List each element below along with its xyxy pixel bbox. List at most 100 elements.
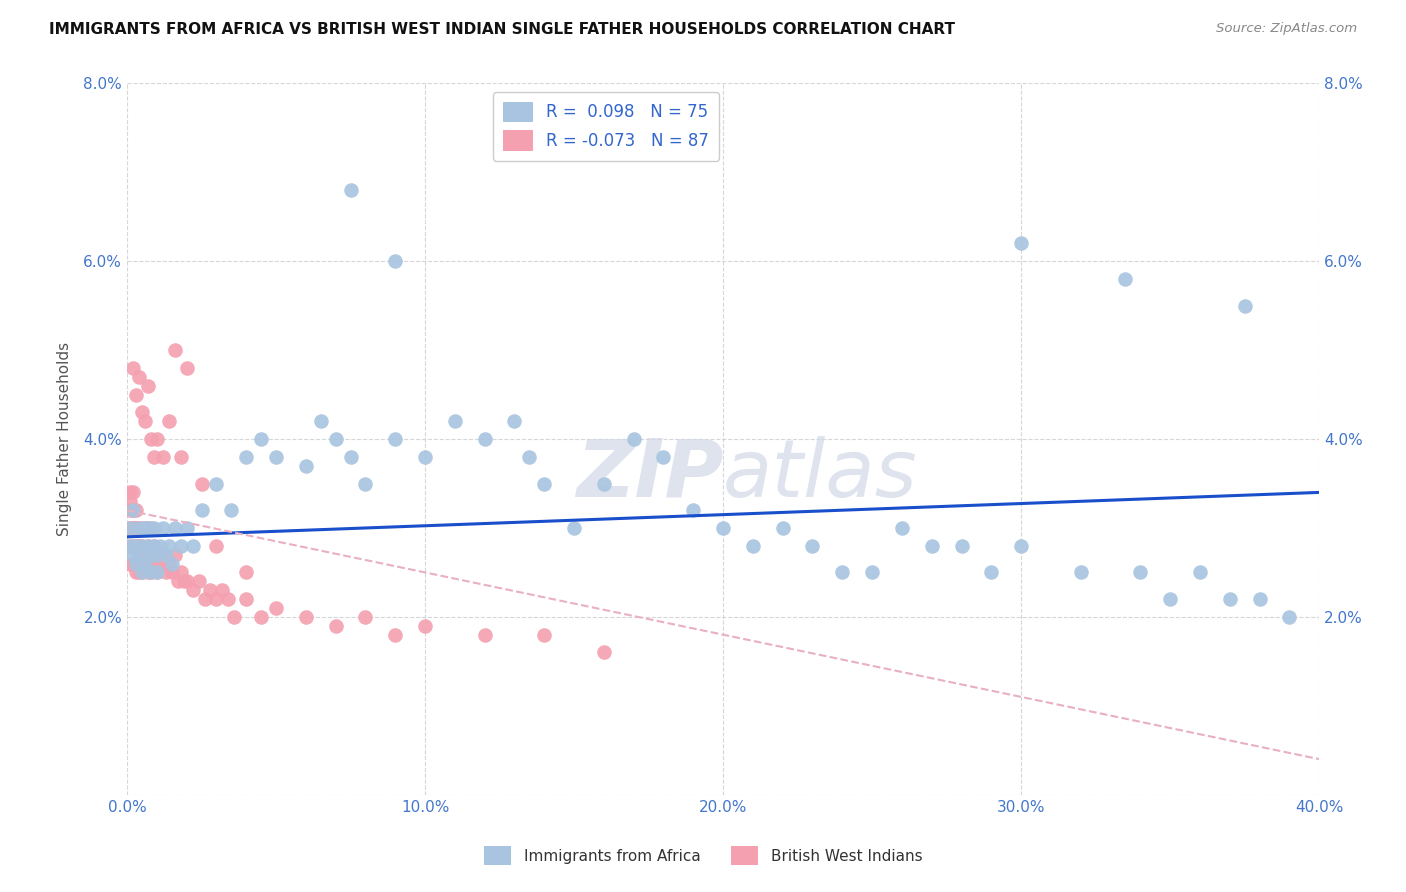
Text: atlas: atlas [723, 435, 918, 514]
Point [139, 566, 162, 580]
Point [122, 539, 145, 553]
Point [125, 503, 148, 517]
Point [235, 566, 257, 580]
Point [1219, 592, 1241, 607]
Point [139, 521, 162, 535]
Point [295, 610, 318, 624]
Point [205, 476, 228, 491]
Point [134, 521, 156, 535]
Point [413, 619, 436, 633]
Point [384, 628, 406, 642]
Point [152, 450, 174, 464]
Point [125, 566, 148, 580]
Point [157, 539, 180, 553]
Point [125, 521, 148, 535]
Point [128, 539, 150, 553]
Point [682, 503, 704, 517]
Point [157, 557, 180, 571]
Point [160, 557, 183, 571]
Point [170, 566, 193, 580]
Point [190, 476, 212, 491]
Point [250, 432, 273, 446]
Point [146, 548, 169, 562]
Point [295, 458, 318, 473]
Point [131, 566, 153, 580]
Point [118, 557, 141, 571]
Point [474, 628, 496, 642]
Point [118, 503, 141, 517]
Point [152, 548, 174, 562]
Point [652, 450, 675, 464]
Point [860, 566, 883, 580]
Point [128, 548, 150, 562]
Point [533, 628, 555, 642]
Point [170, 539, 193, 553]
Point [128, 521, 150, 535]
Point [139, 432, 162, 446]
Point [205, 539, 228, 553]
Point [235, 592, 257, 607]
Point [125, 387, 148, 401]
Point [533, 476, 555, 491]
Point [128, 369, 150, 384]
Point [131, 405, 153, 419]
Point [980, 566, 1002, 580]
Point [176, 574, 198, 589]
Y-axis label: Single Father Households: Single Father Households [58, 342, 72, 536]
Point [134, 557, 156, 571]
Point [128, 548, 150, 562]
Point [131, 521, 153, 535]
Point [200, 583, 222, 598]
Point [118, 521, 141, 535]
Point [122, 360, 145, 375]
Point [142, 539, 165, 553]
Point [354, 610, 377, 624]
Point [122, 521, 145, 535]
Point [163, 521, 186, 535]
Point [176, 521, 198, 535]
Point [155, 566, 177, 580]
Point [122, 521, 145, 535]
Point [176, 360, 198, 375]
Point [128, 566, 150, 580]
Point [122, 548, 145, 562]
Point [325, 619, 347, 633]
Point [149, 539, 172, 553]
Point [125, 521, 148, 535]
Point [325, 432, 347, 446]
Point [122, 485, 145, 500]
Point [125, 557, 148, 571]
Point [146, 432, 169, 446]
Point [155, 548, 177, 562]
Point [122, 503, 145, 517]
Point [118, 539, 141, 553]
Point [170, 450, 193, 464]
Point [142, 539, 165, 553]
Point [950, 539, 973, 553]
Point [264, 601, 287, 615]
Point [1114, 272, 1136, 286]
Point [166, 574, 188, 589]
Point [131, 539, 153, 553]
Point [134, 548, 156, 562]
Point [190, 503, 212, 517]
Point [118, 494, 141, 508]
Point [122, 557, 145, 571]
Point [1233, 299, 1256, 313]
Point [125, 539, 148, 553]
Point [801, 539, 824, 553]
Point [118, 485, 141, 500]
Point [152, 521, 174, 535]
Point [128, 521, 150, 535]
Point [136, 521, 159, 535]
Point [142, 450, 165, 464]
Point [339, 450, 361, 464]
Point [118, 539, 141, 553]
Point [131, 548, 153, 562]
Point [354, 476, 377, 491]
Point [384, 254, 406, 268]
Point [136, 378, 159, 392]
Point [741, 539, 763, 553]
Text: IMMIGRANTS FROM AFRICA VS BRITISH WEST INDIAN SINGLE FATHER HOUSEHOLDS CORRELATI: IMMIGRANTS FROM AFRICA VS BRITISH WEST I… [49, 22, 955, 37]
Point [134, 557, 156, 571]
